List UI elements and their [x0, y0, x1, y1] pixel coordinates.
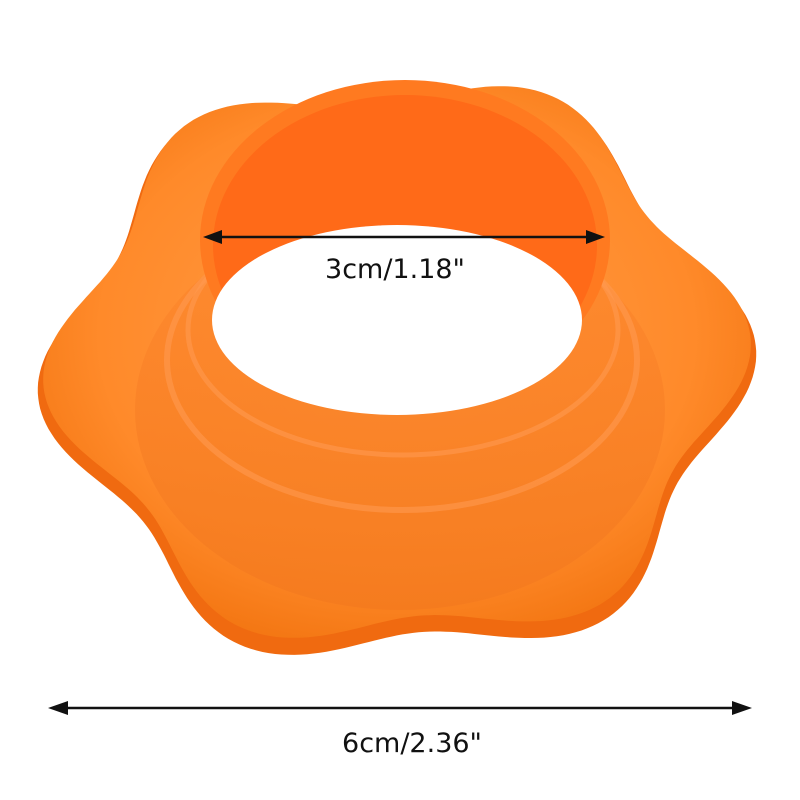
inner-dimension-arrow [203, 230, 605, 244]
outer-dimension-label: 6cm/2.36" [342, 728, 482, 759]
inner-dimension-label: 3cm/1.18" [325, 254, 465, 285]
outer-dimension-arrow [48, 701, 752, 715]
inner-hole [212, 225, 582, 415]
